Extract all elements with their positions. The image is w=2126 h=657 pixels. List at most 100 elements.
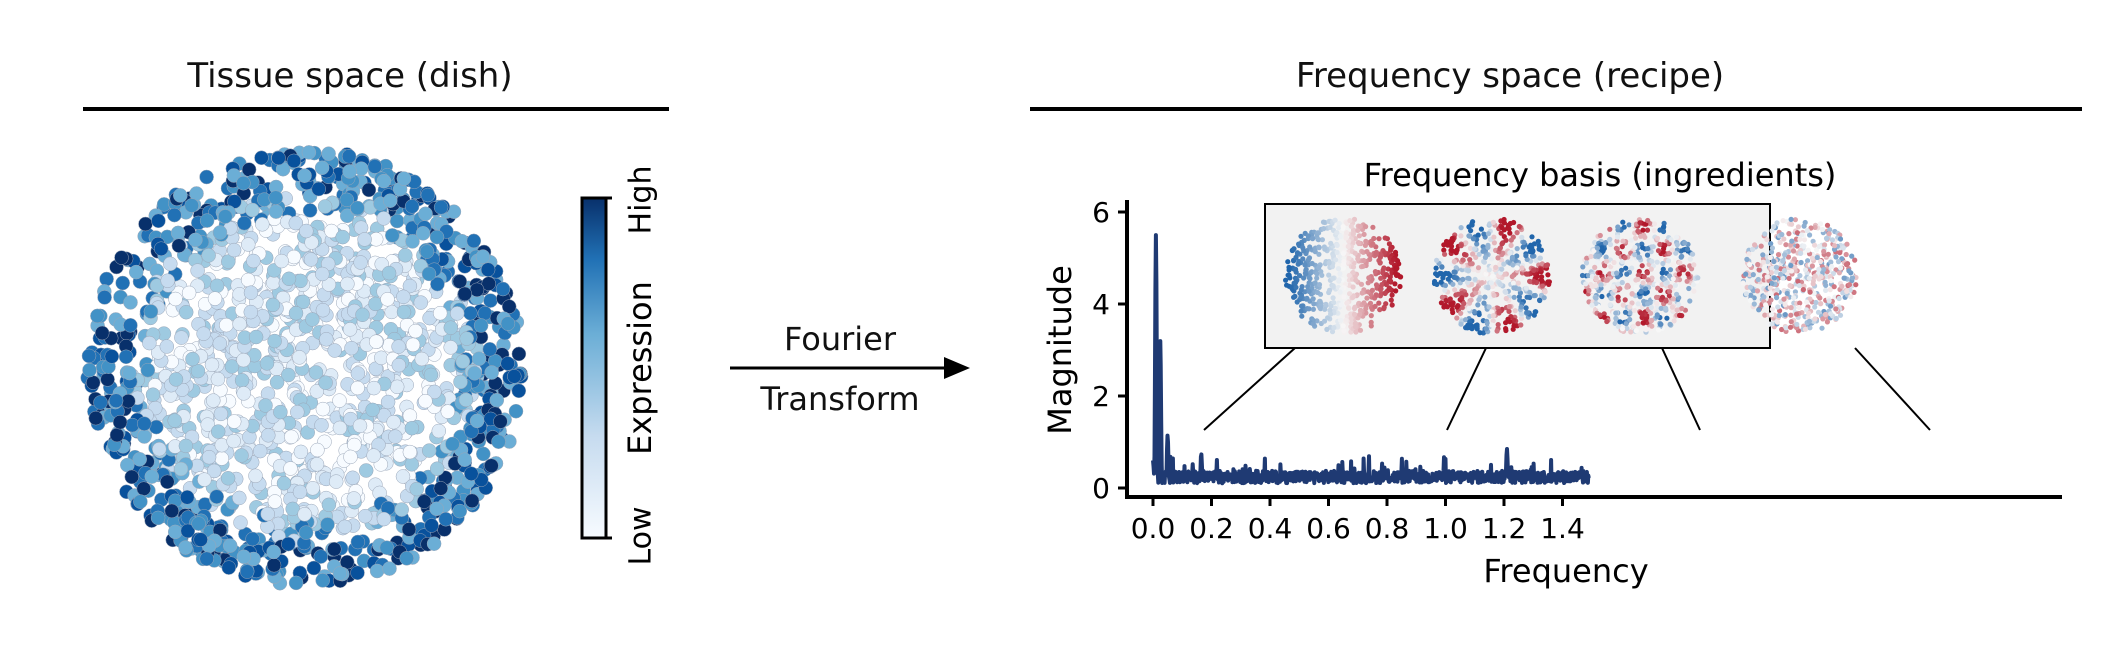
basis-dot xyxy=(1304,295,1310,301)
basis-dot xyxy=(1364,295,1370,301)
tissue-cell xyxy=(248,329,264,345)
tissue-cell xyxy=(260,506,275,522)
basis-dot xyxy=(1827,303,1834,309)
tissue-cell xyxy=(210,371,226,387)
basis-dot xyxy=(1755,276,1761,283)
basis-dot xyxy=(1382,250,1388,256)
right-panel-rule xyxy=(1030,107,2082,111)
tissue-cell xyxy=(199,169,214,185)
basis-dot xyxy=(1635,276,1641,282)
basis-dot xyxy=(1848,294,1854,300)
basis-dot xyxy=(1459,295,1465,301)
tissue-cell xyxy=(500,316,516,331)
basis-dot xyxy=(1824,222,1831,228)
basis-dot xyxy=(1468,297,1474,303)
tissue-cell xyxy=(174,330,189,345)
basis-dot xyxy=(1644,227,1651,233)
basis-dot xyxy=(1829,263,1835,270)
basis-dot xyxy=(1836,270,1842,276)
x-tick-label: 0.0 xyxy=(1131,512,1176,545)
tissue-cell xyxy=(350,534,366,550)
basis-dot xyxy=(1654,300,1660,307)
tissue-cell xyxy=(342,322,358,337)
basis-dot xyxy=(1841,275,1847,281)
basis-dot xyxy=(1648,304,1654,311)
basis-dot xyxy=(1623,321,1629,327)
basis-dot xyxy=(1539,278,1545,284)
tissue-cell xyxy=(283,461,298,476)
tissue-cell xyxy=(268,190,283,205)
basis-dot xyxy=(1831,284,1837,290)
tissue-cell xyxy=(367,159,383,174)
basis-dot xyxy=(1536,288,1542,294)
basis-dot xyxy=(1607,302,1613,308)
basis-dot xyxy=(1364,249,1370,255)
basis-dot xyxy=(1482,254,1488,261)
basis-dot xyxy=(1666,258,1672,264)
basis-dot xyxy=(1598,282,1604,288)
basis-dot xyxy=(1639,311,1645,317)
basis-dot xyxy=(1284,282,1290,288)
tissue-cell xyxy=(123,295,138,310)
colorbar-low-label: Low xyxy=(624,506,659,565)
basis-dot xyxy=(1300,256,1306,262)
basis-dot xyxy=(1654,259,1660,265)
basis-dot xyxy=(1661,246,1667,252)
basis-dot xyxy=(1518,322,1524,328)
basis-dot xyxy=(1324,326,1330,332)
basis-dot xyxy=(1445,271,1451,277)
tissue-cell xyxy=(124,469,140,485)
basis-dot xyxy=(1382,235,1388,241)
basis-dot xyxy=(1638,233,1644,239)
basis-dot xyxy=(1769,321,1775,327)
basis-dot xyxy=(1372,269,1378,275)
tissue-cell xyxy=(226,168,242,183)
basis-dot xyxy=(1348,223,1354,229)
basis-dot xyxy=(1434,281,1440,287)
tissue-cell xyxy=(391,357,407,373)
tissue-cell xyxy=(114,250,129,265)
basis-dot xyxy=(1771,275,1777,281)
basis-dot xyxy=(1750,272,1756,278)
basis-dot xyxy=(1635,301,1641,307)
basis-dot xyxy=(1355,256,1361,262)
basis-dot xyxy=(1453,265,1459,271)
basis-dot xyxy=(1501,271,1508,277)
tissue-cell xyxy=(386,414,401,430)
tissue-cell xyxy=(315,401,331,417)
basis-dot xyxy=(1442,251,1448,257)
basis-dot xyxy=(1291,246,1297,252)
tissue-cell xyxy=(201,449,217,465)
basis-dot xyxy=(1806,318,1812,324)
basis-dot xyxy=(1337,271,1343,277)
basis-dot xyxy=(1311,301,1317,307)
basis-dot xyxy=(1583,281,1589,287)
basis-dot xyxy=(1507,230,1513,236)
basis-dot xyxy=(1514,253,1520,259)
tissue-cell xyxy=(218,209,233,224)
basis-dot xyxy=(1301,275,1307,281)
basis-dot xyxy=(1832,243,1838,249)
tissue-cell xyxy=(366,380,382,396)
basis-dot xyxy=(1355,227,1361,233)
basis-dot xyxy=(1823,282,1829,288)
basis-dot xyxy=(1361,300,1367,306)
basis-dot xyxy=(1373,249,1379,255)
basis-dot xyxy=(1667,284,1673,290)
connector-line-2 xyxy=(1446,347,1487,431)
tissue-cell xyxy=(188,232,203,248)
basis-dot xyxy=(1441,247,1447,253)
basis-dot xyxy=(1776,312,1782,319)
basis-dot xyxy=(1451,269,1457,275)
basis-dot xyxy=(1346,305,1352,311)
tissue-cell xyxy=(99,271,114,287)
basis-dot xyxy=(1640,227,1646,233)
basis-dot xyxy=(1475,302,1481,308)
tissue-cell xyxy=(266,275,281,290)
tissue-cell xyxy=(482,342,498,357)
tissue-cell xyxy=(324,223,339,239)
basis-dot xyxy=(1330,253,1336,259)
basis-dot xyxy=(1754,288,1761,294)
tissue-cell xyxy=(427,384,442,400)
tissue-cell xyxy=(379,540,395,555)
